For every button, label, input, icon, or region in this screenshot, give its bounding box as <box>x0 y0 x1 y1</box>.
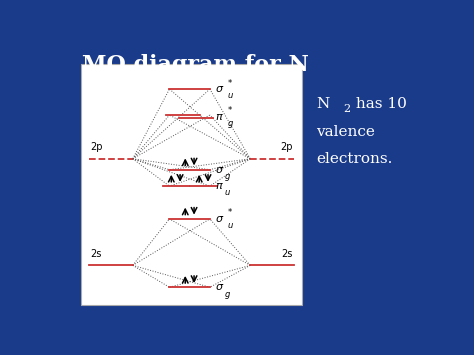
Text: u: u <box>228 91 233 100</box>
Text: u: u <box>225 189 230 197</box>
Text: 2s: 2s <box>91 249 102 260</box>
Text: *: * <box>228 208 232 217</box>
Text: g: g <box>225 290 230 299</box>
Text: *: * <box>228 78 232 88</box>
Text: u: u <box>228 221 233 230</box>
Text: N: N <box>316 97 329 111</box>
Text: g: g <box>225 172 230 181</box>
Text: σ: σ <box>215 282 222 292</box>
FancyBboxPatch shape <box>82 65 301 305</box>
Text: 2s: 2s <box>281 249 292 260</box>
Text: 2: 2 <box>343 104 350 114</box>
Text: 2: 2 <box>274 65 285 79</box>
Text: valence: valence <box>316 125 375 138</box>
Text: electrons.: electrons. <box>316 152 393 166</box>
Text: π: π <box>215 112 222 122</box>
Text: σ: σ <box>215 165 222 175</box>
Text: 2p: 2p <box>280 142 292 152</box>
Text: σ: σ <box>215 214 222 224</box>
Text: *: * <box>228 106 232 115</box>
Text: has 10: has 10 <box>351 97 407 111</box>
Text: 2p: 2p <box>91 142 103 152</box>
Text: MO diagram for N: MO diagram for N <box>82 54 309 76</box>
Text: g: g <box>228 119 233 128</box>
Text: π: π <box>215 181 222 191</box>
Text: σ: σ <box>215 84 222 94</box>
